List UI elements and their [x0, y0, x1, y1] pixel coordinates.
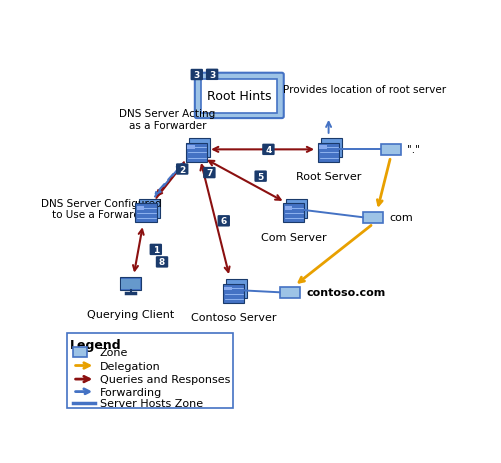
FancyBboxPatch shape [120, 277, 141, 291]
Text: 7: 7 [206, 169, 212, 178]
Text: DNS Server Acting
as a Forwarder: DNS Server Acting as a Forwarder [119, 109, 215, 131]
FancyBboxPatch shape [139, 200, 160, 219]
FancyBboxPatch shape [286, 200, 308, 219]
FancyBboxPatch shape [201, 80, 277, 113]
Text: 3: 3 [209, 71, 215, 80]
Text: Root Server: Root Server [296, 171, 361, 181]
Text: Server Hosts Zone: Server Hosts Zone [100, 399, 202, 408]
FancyBboxPatch shape [217, 216, 230, 227]
Text: 4: 4 [265, 145, 272, 155]
FancyBboxPatch shape [176, 164, 188, 175]
FancyBboxPatch shape [195, 74, 284, 119]
Text: Contoso Server: Contoso Server [191, 312, 276, 322]
FancyBboxPatch shape [255, 171, 267, 182]
Text: 1: 1 [153, 245, 159, 254]
Text: Provides location of root server: Provides location of root server [283, 84, 446, 94]
FancyBboxPatch shape [318, 143, 339, 162]
FancyBboxPatch shape [262, 144, 275, 156]
Text: 8: 8 [159, 258, 165, 267]
Text: contoso.com: contoso.com [306, 288, 385, 298]
FancyBboxPatch shape [135, 204, 157, 223]
Text: DNS Server Configured
to Use a Forwarder: DNS Server Configured to Use a Forwarder [41, 198, 162, 219]
Text: Legend: Legend [70, 338, 121, 351]
Text: Forwarding: Forwarding [100, 387, 162, 397]
FancyBboxPatch shape [206, 69, 218, 81]
FancyBboxPatch shape [186, 143, 207, 162]
FancyBboxPatch shape [363, 212, 383, 224]
Text: Zone: Zone [100, 347, 128, 357]
Text: 3: 3 [194, 71, 200, 80]
Text: 2: 2 [179, 165, 185, 174]
FancyBboxPatch shape [320, 146, 327, 150]
Text: Com Server: Com Server [261, 232, 327, 242]
FancyBboxPatch shape [226, 280, 247, 299]
Text: com: com [390, 213, 413, 223]
FancyBboxPatch shape [224, 287, 232, 291]
Text: 5: 5 [258, 172, 264, 181]
FancyBboxPatch shape [283, 204, 304, 223]
FancyBboxPatch shape [73, 348, 87, 357]
FancyBboxPatch shape [280, 287, 300, 298]
FancyBboxPatch shape [203, 168, 215, 179]
FancyBboxPatch shape [137, 206, 144, 211]
Text: ".": "." [407, 145, 420, 155]
Text: Queries and Responses: Queries and Responses [100, 374, 230, 384]
FancyBboxPatch shape [121, 280, 140, 289]
FancyBboxPatch shape [321, 139, 342, 158]
FancyBboxPatch shape [187, 146, 195, 150]
Text: Root Hints: Root Hints [207, 90, 272, 103]
Text: Querying Client: Querying Client [87, 309, 174, 319]
FancyBboxPatch shape [189, 139, 210, 158]
Text: 6: 6 [220, 217, 227, 226]
FancyBboxPatch shape [381, 144, 401, 156]
FancyBboxPatch shape [223, 284, 244, 303]
FancyBboxPatch shape [67, 334, 233, 408]
FancyBboxPatch shape [285, 206, 292, 211]
FancyBboxPatch shape [156, 257, 168, 268]
FancyBboxPatch shape [190, 69, 203, 81]
Text: Delegation: Delegation [100, 361, 160, 371]
FancyBboxPatch shape [150, 244, 162, 256]
